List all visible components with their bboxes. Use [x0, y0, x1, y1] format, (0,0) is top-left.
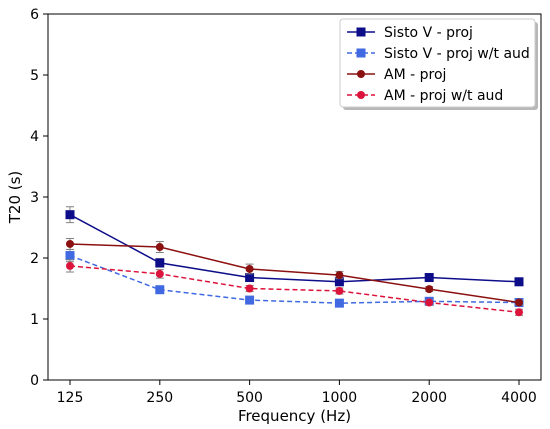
data-point	[425, 298, 434, 307]
series-line	[69, 243, 520, 304]
x-tick-label: 125	[57, 390, 84, 406]
data-point	[66, 239, 74, 248]
data-point	[245, 284, 254, 293]
x-tick-label: 2000	[411, 390, 447, 406]
y-tick-label: 4	[30, 129, 39, 145]
x-tick-label: 1000	[322, 390, 358, 406]
y-tick-label: 6	[30, 7, 39, 23]
data-point	[515, 308, 523, 317]
legend: Sisto V - proj Sisto V - proj w/t aud AM -…	[339, 18, 538, 110]
data-point	[65, 251, 75, 261]
y-tick-label: 3	[30, 190, 39, 206]
x-axis-label: Frequency (Hz)	[238, 407, 351, 425]
series-line	[69, 254, 520, 304]
x-tick-label: 500	[236, 390, 263, 406]
data-point	[514, 277, 524, 287]
legend-label: AM - proj	[384, 67, 446, 83]
y-tick-label: 2	[30, 251, 39, 267]
legend-label: AM - proj w/t aud	[384, 88, 503, 104]
data-point	[335, 286, 344, 295]
data-point	[155, 285, 165, 295]
data-point	[335, 271, 344, 280]
legend-marker	[357, 91, 365, 99]
data-point	[66, 261, 74, 270]
legend-marker	[357, 70, 365, 78]
data-point	[155, 269, 164, 278]
data-point	[515, 298, 523, 307]
legend-box	[339, 18, 536, 108]
data-point	[245, 273, 255, 283]
data-point	[424, 273, 434, 283]
y-axis: 0 1 2 3 4 5 6	[30, 7, 48, 389]
data-point	[334, 298, 344, 308]
y-tick-label: 0	[30, 373, 39, 389]
series-line	[69, 265, 520, 314]
x-tick-label: 4000	[501, 390, 537, 406]
series-4	[66, 259, 523, 317]
data-point	[334, 277, 344, 287]
x-axis: 125 250 500 1000 2000 4000	[57, 380, 537, 406]
y-tick-label: 5	[30, 68, 39, 84]
data-point	[245, 295, 255, 305]
series-line	[69, 214, 520, 283]
legend-label: Sisto V - proj	[384, 25, 473, 41]
data-point	[155, 243, 164, 252]
legend-marker	[356, 48, 366, 58]
y-axis-label: T20 (s)	[6, 171, 24, 225]
series-3	[66, 237, 523, 307]
data-point	[65, 210, 75, 220]
legend-label: Sisto V - proj w/t aud	[384, 46, 530, 62]
x-tick-label: 250	[146, 390, 173, 406]
data-point	[425, 285, 434, 294]
legend-marker	[356, 27, 366, 37]
y-tick-label: 1	[30, 312, 39, 328]
data-point	[155, 258, 165, 268]
series-layer	[65, 206, 524, 317]
data-point	[245, 264, 254, 273]
series-1	[65, 206, 524, 287]
